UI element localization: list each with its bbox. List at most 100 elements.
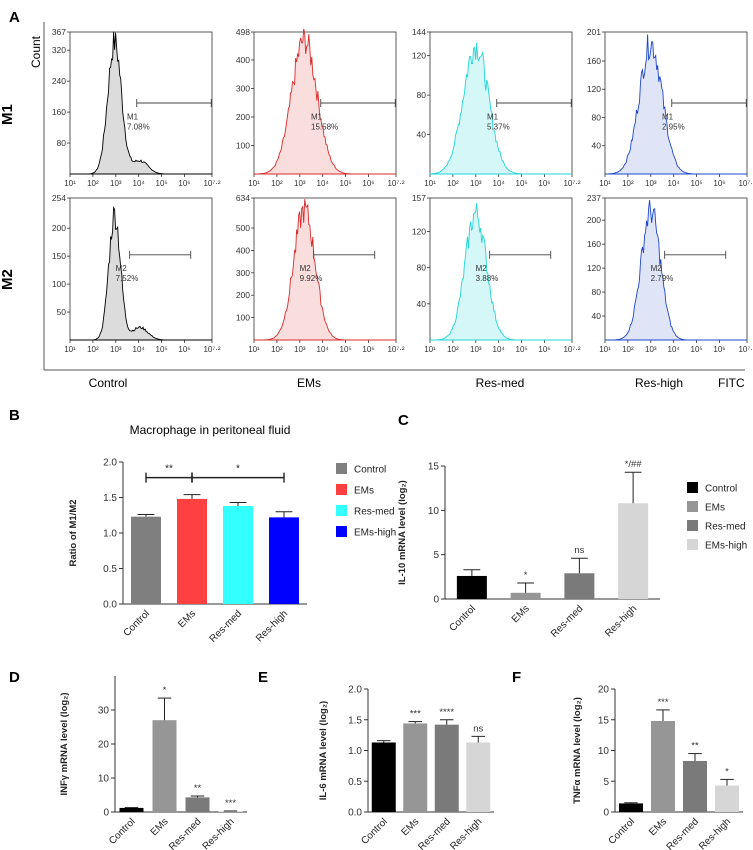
legend-swatch bbox=[336, 463, 347, 474]
legend-swatch bbox=[687, 539, 698, 550]
flow-y-tick-label: 80 bbox=[592, 112, 602, 122]
row-label-m1: M1 bbox=[0, 104, 16, 125]
flow-x-tick-label: 10⁷·² bbox=[563, 179, 580, 188]
flow-gate-name: M1 bbox=[487, 112, 499, 121]
significance-label: * bbox=[163, 685, 167, 696]
legend-label: Control bbox=[705, 484, 737, 495]
flow-histogram-curve bbox=[253, 28, 396, 175]
group-label-control: Control bbox=[89, 376, 128, 390]
significance-label: * bbox=[236, 464, 240, 475]
flow-y-tick-label: 237 bbox=[587, 193, 601, 203]
bar-res-high bbox=[715, 785, 739, 812]
flow-y-tick-label: 400 bbox=[236, 55, 250, 65]
flow-x-tick-label: 10⁴ bbox=[317, 179, 330, 188]
flow-x-tick-label: 10⁴ bbox=[133, 179, 146, 188]
chart-b-title: Macrophage in peritoneal fluid bbox=[130, 423, 291, 437]
flow-histogram-m1-res-high: 201 160 120 80 40 10¹ 10² 10³ 10⁴ 10⁵ 10⁶ 10⁷·² M12.… bbox=[587, 27, 753, 188]
x-tick-label: Res-high bbox=[448, 816, 484, 850]
panel-label-a: A bbox=[9, 9, 20, 26]
significance-label: ** bbox=[165, 464, 173, 475]
flow-x-tick-label: 10⁴ bbox=[317, 345, 330, 354]
bar-res-high bbox=[466, 742, 491, 812]
significance-label: *** bbox=[410, 709, 421, 720]
flow-x-tick-label: 10¹ bbox=[248, 179, 260, 188]
flow-histogram-curve bbox=[605, 200, 747, 341]
flow-x-tick-label: 10¹ bbox=[424, 345, 436, 354]
flow-gate-percent: 2.79% bbox=[651, 274, 674, 283]
flow-x-tick-label: 10⁶ bbox=[362, 345, 374, 354]
flow-x-tick-label: 10⁷·² bbox=[738, 179, 753, 188]
flow-y-tick-label: 40 bbox=[592, 141, 602, 151]
group-label-ems: EMs bbox=[297, 376, 321, 390]
chart-b: 0.0 0.5 1.0 1.5 2.0 Ratio of M1/M2 Control EMs R… bbox=[68, 458, 307, 645]
y-tick-label: 5 bbox=[603, 777, 609, 788]
flow-gate-percent: 2.95% bbox=[662, 122, 685, 131]
flow-x-tick-label: 10¹ bbox=[248, 345, 260, 354]
flow-x-tick-label: 10⁶ bbox=[178, 179, 190, 188]
significance-label: ** bbox=[194, 783, 202, 794]
bar-res-med bbox=[223, 506, 253, 604]
chart-e: 0.0 0.5 1.0 1.5 2.0 IL-6 mRNA level (log₂) Con… bbox=[318, 685, 494, 850]
flow-gate-name: M1 bbox=[311, 112, 323, 121]
y-tick-label: 30 bbox=[98, 706, 110, 717]
x-tick-label: Res-med bbox=[549, 603, 585, 639]
flow-gate-percent: 15.58% bbox=[311, 122, 338, 131]
y-tick-label: 10 bbox=[98, 774, 110, 785]
flow-x-tick-label: 10² bbox=[622, 179, 634, 188]
flow-x-tick-label: 10⁷·² bbox=[203, 179, 220, 188]
x-tick-label: Res-med bbox=[167, 816, 203, 850]
flow-y-tick-label: 100 bbox=[52, 279, 66, 289]
group-label-res-high: Res-high bbox=[635, 376, 683, 390]
flow-x-tick-label: 10⁷·² bbox=[387, 345, 404, 354]
flow-x-tick-label: 10³ bbox=[645, 345, 657, 354]
legend-swatch bbox=[336, 526, 347, 537]
flow-x-tick-label: 10⁷·² bbox=[203, 345, 220, 354]
flow-y-tick-label: 400 bbox=[236, 245, 250, 255]
x-tick-label: Res-high bbox=[254, 608, 290, 644]
flow-histogram-curve bbox=[254, 199, 396, 341]
bar-res-med bbox=[434, 724, 459, 812]
bar-ems bbox=[152, 720, 177, 812]
y-axis-label: IL-10 mRNA level (log₂) bbox=[397, 480, 408, 585]
flow-x-tick-label: 10¹ bbox=[599, 345, 611, 354]
legend-swatch bbox=[687, 501, 698, 512]
panel-label-e: E bbox=[258, 669, 268, 686]
panel-label-d: D bbox=[9, 669, 20, 686]
flow-y-tick-label: 40 bbox=[592, 311, 602, 321]
flow-x-tick-label: 10¹ bbox=[424, 179, 436, 188]
flow-x-tick-label: 10¹ bbox=[64, 345, 76, 354]
flow-y-tick-label: 200 bbox=[236, 112, 250, 122]
flow-y-tick-label: 240 bbox=[52, 76, 66, 86]
flow-x-tick-label: 10³ bbox=[294, 345, 306, 354]
flow-x-tick-label: 10⁷·² bbox=[738, 345, 753, 354]
bar-control bbox=[371, 742, 396, 812]
flow-histogram-curve bbox=[70, 205, 212, 341]
chart-d: 0 10 20 30 INFγ mRNA level (log₂) Control * EMs… bbox=[59, 676, 247, 850]
flow-x-tick-label: 10⁶ bbox=[362, 179, 374, 188]
x-tick-label: EMs bbox=[176, 608, 198, 630]
y-tick-label: 20 bbox=[598, 685, 610, 696]
x-tick-label: Control bbox=[447, 603, 478, 634]
flow-x-tick-label: 10⁵ bbox=[691, 345, 703, 354]
y-tick-label: 0.0 bbox=[103, 600, 117, 611]
fitc-label: FITC bbox=[718, 376, 745, 390]
flow-gate-percent: 5.37% bbox=[487, 122, 510, 131]
y-axis-label: TNFα mRNA level (log₂) bbox=[572, 697, 583, 804]
flow-plot-frame bbox=[604, 197, 748, 341]
flow-x-tick-label: 10² bbox=[447, 179, 459, 188]
flow-histogram-m2-ems: 634 500 400 300 200 100 10¹ 10² 10³ 10⁴ 10⁵ 10⁶ 10⁷·… bbox=[236, 193, 405, 354]
legend-swatch bbox=[687, 482, 698, 493]
y-tick-label: 10 bbox=[598, 746, 610, 757]
chart-c: 0 5 10 15 IL-10 mRNA level (log₂) Control * EMs… bbox=[397, 459, 660, 640]
flow-gate-name: M2 bbox=[116, 264, 128, 273]
y-tick-label: 5 bbox=[433, 550, 439, 561]
y-tick-label: 0 bbox=[103, 808, 109, 819]
flow-gate-name: M1 bbox=[127, 112, 139, 121]
bar-control bbox=[119, 807, 144, 812]
group-label-res-med: Res-med bbox=[476, 376, 525, 390]
flow-y-tick-label: 80 bbox=[57, 138, 67, 148]
y-tick-label: 1.0 bbox=[348, 746, 362, 757]
row-label-m2: M2 bbox=[0, 269, 16, 290]
bar-ems bbox=[177, 498, 207, 604]
legend-label: Control bbox=[354, 465, 386, 476]
